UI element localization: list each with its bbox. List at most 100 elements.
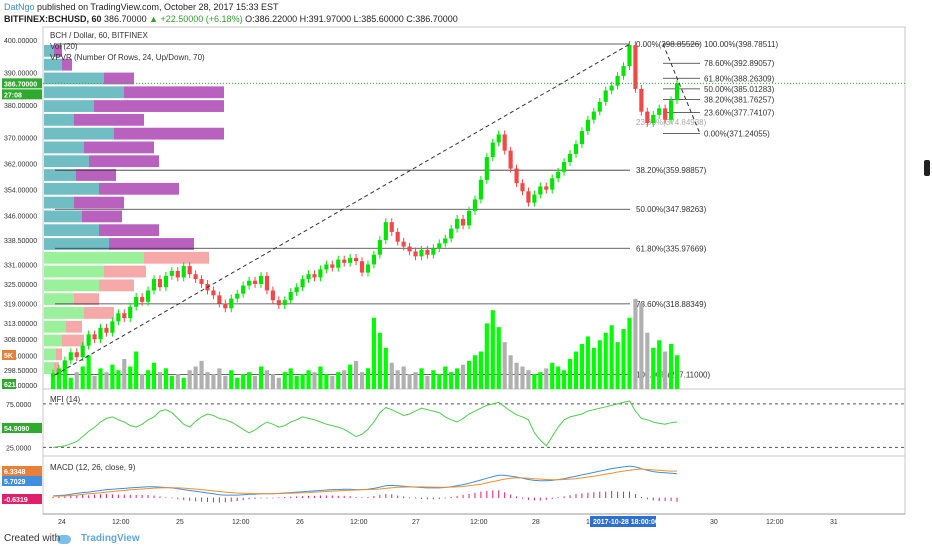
volume-bar <box>98 368 103 389</box>
volume-bar <box>669 344 674 389</box>
volume-bar <box>484 323 489 389</box>
volume-bar <box>526 370 531 389</box>
volume-bar <box>573 351 579 389</box>
macd-histogram-bar <box>123 494 125 499</box>
candle-body <box>645 111 650 124</box>
time-tick-label: 26 <box>296 519 304 526</box>
tradingview-brand[interactable]: TradingView <box>80 533 140 544</box>
macd-histogram-bar <box>242 497 244 501</box>
volume-bar <box>92 375 97 389</box>
scroll-handle[interactable] <box>924 160 930 176</box>
macd-histogram-bar <box>403 496 405 499</box>
last-price-badge: 386.70000 <box>4 81 37 88</box>
macd-histogram-bar <box>545 497 547 500</box>
volume-bar <box>110 364 115 389</box>
author-link[interactable]: DatNgo <box>4 2 35 12</box>
candle-body <box>455 218 460 229</box>
macd-histogram-bar <box>569 495 571 499</box>
candle-body <box>365 264 371 273</box>
volume-bar <box>591 347 596 389</box>
vpvr-down-row <box>54 45 62 57</box>
macd-histogram-bar <box>171 497 173 499</box>
candle-body <box>466 210 472 226</box>
price-tick-label: 325.00000 <box>4 282 37 289</box>
macd-histogram-bar <box>313 495 315 499</box>
candle-body <box>342 259 347 263</box>
volume-bar <box>324 374 329 389</box>
fib-trendline-2[interactable] <box>662 43 701 134</box>
macd-histogram-bar <box>201 497 203 502</box>
time-tick-label: 24 <box>58 519 66 526</box>
volume-bar <box>151 362 157 389</box>
fib-label-right: 38.20%(381.76257) <box>704 95 775 104</box>
signal-value-badge: 6.3348 <box>4 469 26 476</box>
volume-bar <box>264 370 270 389</box>
vpvr-up-row <box>44 155 89 168</box>
volume-bar <box>235 377 240 389</box>
volume-badge-5k: 5K <box>4 353 13 360</box>
axis-badges: 386.70000 27:08 5K 621 54.9090 6.3348 5.7029 -0… <box>2 78 659 527</box>
price-tick-label: 390.00000 <box>4 71 37 78</box>
macd-histogram-bar <box>331 495 333 499</box>
macd-histogram-bar <box>177 497 179 500</box>
candle-body <box>318 269 323 278</box>
time-tick-label: 12:00 <box>112 519 130 526</box>
candle-body <box>449 228 454 239</box>
volume-bar <box>645 332 650 389</box>
candle-body <box>151 279 157 291</box>
vpvr-legend: VPVR (Number Of Rows, 24, Up/Down, 70) <box>50 53 205 62</box>
candle-body <box>609 85 614 91</box>
countdown-badge-bg <box>2 89 42 100</box>
macd-histogram-bar <box>652 497 654 501</box>
macd-histogram-bar <box>397 495 399 499</box>
candle-body <box>383 222 388 241</box>
macd-histogram-bar <box>153 495 155 499</box>
fib-trendline[interactable] <box>54 43 631 376</box>
macd-histogram-bar <box>468 494 470 499</box>
candle-body <box>567 153 573 163</box>
volume-bar <box>193 366 198 389</box>
macd-histogram-bar <box>634 494 636 499</box>
vpvr-up-row <box>44 265 104 278</box>
macd-title: MACD (12, 26, close, 9) <box>50 463 136 472</box>
price-tick-label: 303.00000 <box>4 353 37 360</box>
fib-label-right: 23.60%(377.74107) <box>704 108 775 117</box>
candle-body <box>371 254 376 265</box>
vpvr-up-row <box>44 320 66 333</box>
macd-histogram-bar <box>664 497 666 502</box>
volume-bar <box>633 299 638 389</box>
vpvr-up-row <box>44 307 84 319</box>
volume-bar <box>431 370 436 389</box>
price-tick-label: 319.00000 <box>4 301 37 308</box>
macd-value-badge-bg <box>2 476 42 486</box>
vpvr-down-row <box>54 362 59 374</box>
candle-body <box>544 186 549 190</box>
mfi-level-label: 75.0000 <box>6 402 31 409</box>
volume-bar <box>544 368 549 389</box>
volume-badge-621: 621 <box>4 382 16 389</box>
macd-histogram-bar <box>444 497 446 499</box>
candle-body <box>258 275 264 284</box>
volume-bar <box>532 374 537 389</box>
vpvr-down-row <box>82 210 122 223</box>
volume-bar <box>490 310 495 389</box>
macd-histogram-bar <box>527 497 529 500</box>
volume-bar <box>163 368 168 389</box>
candle-body <box>514 168 519 184</box>
macd-histogram-bar <box>533 497 535 501</box>
vpvr-down-row <box>99 224 159 237</box>
volume-bar <box>62 362 67 389</box>
vpvr-down-row <box>114 127 224 140</box>
candle-body <box>419 249 424 257</box>
last-price-badge-bg <box>2 78 42 89</box>
price-tick-label: 308.00000 <box>4 337 37 344</box>
macd-histogram-bar <box>296 496 298 499</box>
vpvr-up-row <box>44 58 62 71</box>
volume-bar <box>306 370 311 389</box>
time-axis: 2412:002512:002612:002712:002812:003012:… <box>58 519 838 526</box>
candle-body <box>460 218 466 226</box>
volume-bar <box>181 377 186 389</box>
vpvr-up-row <box>44 210 82 223</box>
macd-histogram-bar <box>100 494 102 499</box>
